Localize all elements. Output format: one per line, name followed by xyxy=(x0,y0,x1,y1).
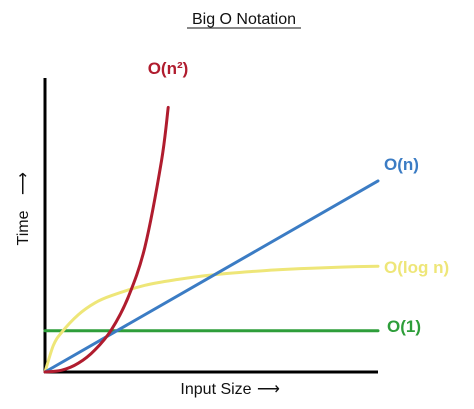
series-line-o-n xyxy=(43,179,380,374)
series-label-o-log-n: O(log n) xyxy=(384,258,449,277)
x-axis-arrow: ⟶ xyxy=(257,381,280,398)
x-axis-label: Input Size xyxy=(180,381,251,398)
chart-title: Big O Notation xyxy=(192,11,296,28)
series-line-o-n-squared xyxy=(43,105,170,374)
series-layer xyxy=(43,105,380,374)
series-line-o-log-n xyxy=(43,264,380,374)
series-label-o-1: O(1) xyxy=(387,317,421,336)
series-label-o-n-squared: O(n²) xyxy=(148,59,189,78)
y-axis-arrow: ⟶ xyxy=(15,172,32,195)
series-label-o-n: O(n) xyxy=(384,155,419,174)
y-axis-label: Time xyxy=(15,210,32,245)
